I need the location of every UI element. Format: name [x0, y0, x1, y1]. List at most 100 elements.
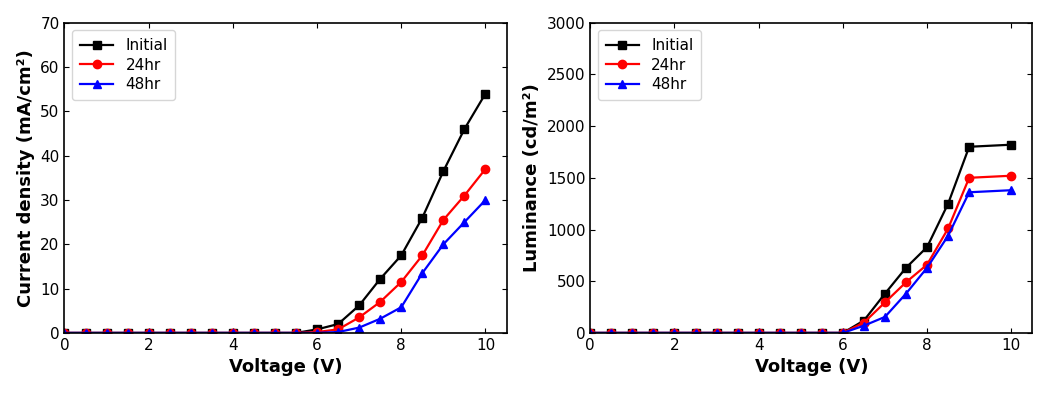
48hr — [416, 271, 429, 275]
24hr — [900, 280, 913, 285]
48hr — [122, 331, 134, 335]
Initial — [879, 291, 892, 296]
48hr — [269, 331, 281, 335]
Initial — [815, 331, 828, 335]
Initial — [773, 331, 786, 335]
24hr — [373, 299, 386, 304]
Initial — [794, 331, 807, 335]
Initial — [164, 331, 176, 335]
48hr — [227, 331, 239, 335]
Initial — [479, 91, 492, 96]
Initial — [900, 265, 913, 270]
Initial — [626, 331, 639, 335]
48hr — [794, 331, 807, 335]
24hr — [269, 331, 281, 335]
Line: 48hr: 48hr — [586, 186, 1015, 337]
Line: Initial: Initial — [586, 141, 1015, 337]
Y-axis label: Current density (mA/cm²): Current density (mA/cm²) — [17, 49, 35, 307]
Initial — [836, 331, 849, 335]
24hr — [584, 331, 597, 335]
Initial — [227, 331, 239, 335]
48hr — [311, 331, 323, 335]
Initial — [331, 322, 344, 327]
48hr — [101, 331, 113, 335]
48hr — [185, 331, 197, 335]
48hr — [710, 331, 723, 335]
24hr — [248, 331, 260, 335]
24hr — [773, 331, 786, 335]
48hr — [80, 331, 92, 335]
24hr — [836, 331, 849, 335]
Initial — [942, 201, 955, 206]
X-axis label: Voltage (V): Voltage (V) — [229, 358, 342, 376]
Initial — [647, 331, 660, 335]
Initial — [248, 331, 260, 335]
Y-axis label: Luminance (cd/m²): Luminance (cd/m²) — [523, 83, 541, 272]
24hr — [605, 331, 618, 335]
48hr — [605, 331, 618, 335]
24hr — [227, 331, 239, 335]
24hr — [416, 253, 429, 258]
48hr — [164, 331, 176, 335]
Initial — [710, 331, 723, 335]
Line: 24hr: 24hr — [586, 172, 1015, 337]
48hr — [206, 331, 218, 335]
48hr — [815, 331, 828, 335]
24hr — [942, 226, 955, 231]
48hr — [879, 314, 892, 319]
48hr — [58, 331, 70, 335]
Initial — [752, 331, 765, 335]
48hr — [584, 331, 597, 335]
24hr — [206, 331, 218, 335]
24hr — [122, 331, 134, 335]
24hr — [58, 331, 70, 335]
24hr — [352, 315, 365, 320]
24hr — [794, 331, 807, 335]
Line: Initial: Initial — [60, 90, 490, 337]
24hr — [80, 331, 92, 335]
24hr — [437, 218, 450, 222]
Initial — [311, 327, 323, 332]
48hr — [479, 198, 492, 202]
24hr — [752, 331, 765, 335]
24hr — [143, 331, 155, 335]
Initial — [963, 144, 976, 149]
24hr — [458, 193, 471, 198]
48hr — [921, 265, 934, 270]
Initial — [668, 331, 681, 335]
24hr — [479, 167, 492, 171]
Initial — [689, 331, 702, 335]
24hr — [290, 331, 302, 335]
Initial — [395, 253, 408, 258]
48hr — [647, 331, 660, 335]
Initial — [373, 277, 386, 281]
Initial — [58, 331, 70, 335]
48hr — [689, 331, 702, 335]
48hr — [248, 331, 260, 335]
24hr — [1005, 173, 1018, 178]
24hr — [963, 175, 976, 180]
24hr — [185, 331, 197, 335]
48hr — [963, 190, 976, 195]
24hr — [815, 331, 828, 335]
Initial — [80, 331, 92, 335]
48hr — [458, 220, 471, 224]
X-axis label: Voltage (V): Voltage (V) — [754, 358, 868, 376]
24hr — [647, 331, 660, 335]
24hr — [668, 331, 681, 335]
Initial — [858, 318, 871, 323]
48hr — [352, 325, 365, 330]
24hr — [331, 327, 344, 332]
48hr — [858, 323, 871, 328]
24hr — [858, 320, 871, 325]
Initial — [458, 127, 471, 131]
24hr — [395, 279, 408, 284]
24hr — [311, 330, 323, 334]
Legend: Initial, 24hr, 48hr: Initial, 24hr, 48hr — [598, 30, 701, 100]
48hr — [395, 305, 408, 310]
24hr — [879, 300, 892, 305]
48hr — [942, 233, 955, 238]
48hr — [143, 331, 155, 335]
24hr — [626, 331, 639, 335]
24hr — [164, 331, 176, 335]
